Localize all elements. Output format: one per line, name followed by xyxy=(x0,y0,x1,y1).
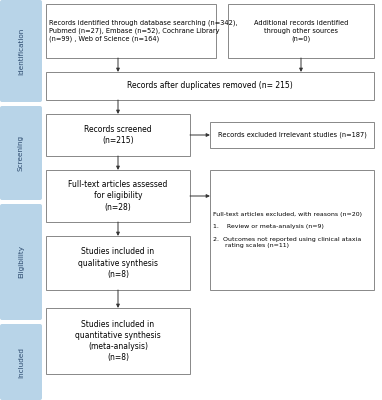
Text: Full-text articles assessed
for eligibility
(n=28): Full-text articles assessed for eligibil… xyxy=(68,180,168,212)
Text: Studies included in
quantitative synthesis
(meta-analysis)
(n=8): Studies included in quantitative synthes… xyxy=(75,320,161,362)
Text: Full-text articles excluded, with reasons (n=20)

1.    Review or meta-analysis : Full-text articles excluded, with reason… xyxy=(213,212,362,248)
Bar xyxy=(46,114,190,156)
Text: Records excluded Irrelevant studies (n=187): Records excluded Irrelevant studies (n=1… xyxy=(218,132,366,138)
Bar xyxy=(210,170,374,290)
Text: Records identified through database searching (n=342),
Pubmed (n=27), Embase (n=: Records identified through database sear… xyxy=(49,20,238,42)
Text: Records screened
(n=215): Records screened (n=215) xyxy=(84,125,152,145)
Bar xyxy=(228,4,374,58)
Text: Additional records identified
through other sources
(n=0): Additional records identified through ot… xyxy=(254,20,348,42)
Text: Records after duplicates removed (n= 215): Records after duplicates removed (n= 215… xyxy=(127,82,293,90)
Bar xyxy=(210,122,374,148)
FancyBboxPatch shape xyxy=(0,0,42,102)
FancyBboxPatch shape xyxy=(0,106,42,200)
Text: Screening: Screening xyxy=(18,135,24,171)
Text: Eligibility: Eligibility xyxy=(18,246,24,278)
Bar xyxy=(46,236,190,290)
FancyBboxPatch shape xyxy=(0,324,42,400)
Text: Identification: Identification xyxy=(18,27,24,75)
Text: Studies included in
qualitative synthesis
(n=8): Studies included in qualitative synthesi… xyxy=(78,247,158,278)
Bar xyxy=(46,4,216,58)
FancyBboxPatch shape xyxy=(0,204,42,320)
Bar xyxy=(46,170,190,222)
Text: Included: Included xyxy=(18,346,24,378)
Bar xyxy=(46,72,374,100)
Bar xyxy=(46,308,190,374)
